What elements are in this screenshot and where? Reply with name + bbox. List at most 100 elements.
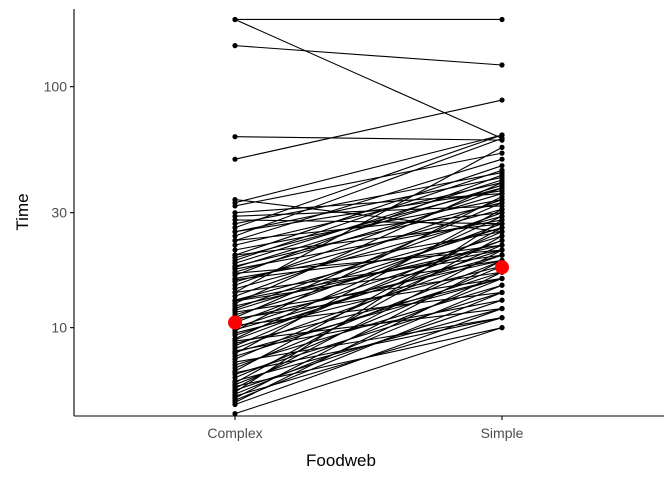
pair-line: [234, 190, 503, 233]
pair-line: [234, 249, 503, 274]
data-point: [499, 289, 505, 296]
data-point: [499, 229, 505, 235]
pair-line: [234, 208, 503, 355]
pair-line: [234, 259, 503, 399]
data-point: [232, 242, 238, 248]
pair-line: [234, 291, 503, 375]
data-point: [499, 167, 505, 173]
data-point: [499, 144, 505, 150]
x-tick-label: Complex: [207, 425, 262, 441]
pair-line: [234, 259, 503, 302]
pair-line: [234, 193, 503, 214]
pair-line: [234, 202, 503, 319]
data-point: [499, 233, 505, 239]
data-point: [499, 305, 505, 312]
pair-line: [234, 169, 503, 262]
data-point: [499, 200, 505, 206]
data-point: [499, 252, 505, 258]
pair-line: [234, 327, 503, 415]
pair-line: [234, 182, 503, 304]
data-point: [499, 210, 505, 216]
pair-line: [234, 308, 503, 406]
x-axis-title: Foodweb: [306, 451, 376, 470]
data-point: [232, 217, 238, 223]
data-point: [499, 217, 505, 223]
data-point: [499, 275, 505, 282]
data-point: [232, 410, 238, 417]
pair-line: [234, 277, 503, 386]
mean-points: [228, 260, 509, 330]
data-point: [499, 325, 505, 331]
data-point: [499, 172, 505, 178]
data-point: [232, 270, 238, 276]
pair-line: [234, 291, 503, 401]
data-point: [232, 289, 238, 296]
data-point: [499, 237, 505, 244]
pair-line: [234, 152, 503, 207]
data-point: [499, 156, 505, 162]
pair-lines: [234, 18, 503, 415]
pair-line: [234, 179, 503, 264]
data-point: [232, 349, 238, 355]
y-tick-label: 30: [51, 205, 67, 221]
pair-line: [234, 136, 503, 141]
pair-line: [234, 187, 503, 259]
pair-line: [234, 18, 503, 139]
data-point: [499, 242, 505, 248]
pair-line: [234, 223, 503, 324]
pair-line: [234, 259, 503, 369]
data-point: [499, 297, 505, 303]
data-point: [232, 229, 238, 235]
x-ticks: Complex Simple: [207, 416, 524, 441]
x-tick-label: Simple: [481, 425, 524, 441]
data-point: [499, 62, 505, 68]
y-ticks: 10 30 100: [44, 79, 74, 336]
pair-line: [234, 146, 503, 293]
pair-line: [234, 99, 503, 160]
pair-line: [234, 134, 503, 229]
pair-line: [234, 239, 503, 329]
pair-line: [234, 174, 503, 276]
mean-point: [495, 260, 509, 275]
data-point: [499, 315, 505, 321]
pair-line: [234, 239, 503, 341]
data-point: [499, 150, 505, 156]
y-tick-label: 100: [44, 79, 68, 95]
data-point: [499, 188, 505, 194]
pair-line: [234, 202, 503, 267]
pair-line: [234, 244, 503, 281]
data-point: [232, 264, 238, 270]
pair-line: [234, 199, 503, 297]
data-point: [232, 247, 238, 253]
data-points: [232, 16, 505, 417]
data-point: [232, 156, 238, 162]
mean-point: [228, 315, 242, 330]
pair-line: [234, 137, 503, 237]
pair-line: [234, 182, 503, 246]
data-point: [232, 213, 238, 219]
pair-line: [234, 271, 503, 403]
pair-line: [234, 196, 503, 332]
pair-line: [234, 277, 503, 353]
pair-line: [234, 45, 503, 66]
pair-line: [234, 134, 503, 204]
data-point: [232, 293, 238, 299]
data-point: [499, 163, 505, 169]
y-axis-title: Time: [13, 193, 32, 230]
data-point: [499, 282, 505, 288]
pair-line: [234, 317, 503, 374]
data-point: [232, 16, 238, 23]
pair-line: [234, 235, 503, 384]
pair-line: [234, 176, 503, 233]
data-point: [232, 203, 238, 209]
pair-line: [234, 184, 503, 268]
data-point: [232, 221, 238, 227]
pair-line: [234, 249, 503, 389]
data-point: [232, 370, 238, 376]
data-point: [232, 134, 238, 140]
data-point: [499, 193, 505, 200]
data-point: [232, 401, 238, 408]
data-point: [232, 298, 238, 304]
data-point: [232, 252, 238, 258]
pair-line: [234, 277, 503, 320]
